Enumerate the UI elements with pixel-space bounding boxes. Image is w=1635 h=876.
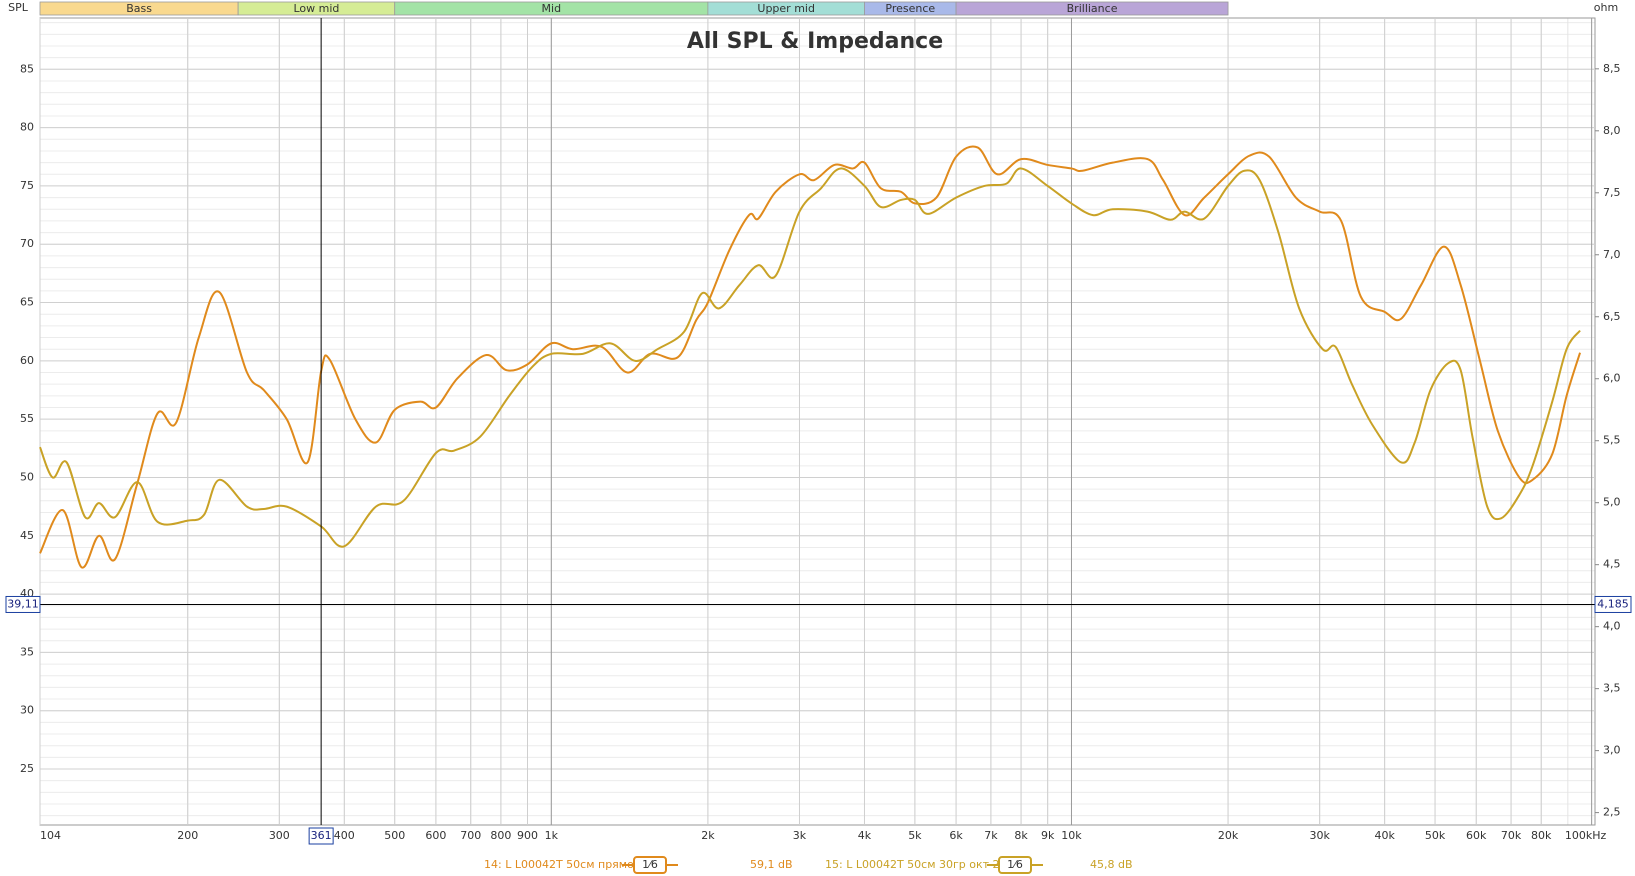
x-tick-label: 2k: [701, 829, 715, 842]
x-tick-label: 4k: [858, 829, 872, 842]
band-label: Low mid: [293, 2, 339, 15]
legend-smoothing: 1⁄6: [642, 858, 658, 871]
cursor-y2-label-box: [1594, 595, 1632, 613]
y-tick-label: 50: [20, 470, 34, 483]
y2-tick-label: 7,5: [1603, 186, 1621, 199]
y2-tick-label: 3,0: [1603, 744, 1621, 757]
x-tick-label: 200: [177, 829, 198, 842]
x-tick-label: 9k: [1041, 829, 1055, 842]
x-tick-label: 900: [517, 829, 538, 842]
band-label: Brilliance: [1067, 2, 1118, 15]
y-tick-label: 35: [20, 645, 34, 658]
y2-tick-label: 5,0: [1603, 496, 1621, 509]
band: [955, 1, 1229, 16]
x-tick-label: 40k: [1374, 829, 1395, 842]
legend-smoothing: 1⁄6: [1007, 858, 1023, 871]
x-tick-label: 80k: [1531, 829, 1552, 842]
legend-smoothing-box[interactable]: [998, 856, 1032, 874]
x-tick-label: 7k: [984, 829, 998, 842]
band-label: Presence: [885, 2, 935, 15]
y-tick-label: 60: [20, 354, 34, 367]
cursor-y-label-box: [5, 595, 41, 613]
legend-label: 14: L L00042T 50см прямо окт .: [484, 858, 664, 871]
y-tick-label: 75: [20, 179, 34, 192]
y2-tick-label: 6,5: [1603, 310, 1621, 323]
x-tick-label: 5k: [908, 829, 922, 842]
series-line: [39, 167, 1581, 548]
y-tick-label: 30: [20, 704, 34, 717]
x-tick-label: 10k: [1061, 829, 1082, 842]
x-tick-label: 600: [425, 829, 446, 842]
legend-label: 15: L L00042T 50см 30гр окт 22: [825, 858, 1007, 871]
plot-lines: [39, 145, 1582, 569]
x-tick-label: 50k: [1425, 829, 1446, 842]
y-tick-label: 80: [20, 121, 34, 134]
cursor-y2-label: 4,185: [1597, 597, 1629, 610]
x-tick-label: 500: [384, 829, 405, 842]
y-tick-label: 85: [20, 62, 34, 75]
x-tick-label: 300: [269, 829, 290, 842]
y-tick-label: 55: [20, 412, 34, 425]
cursor-x-label: 361: [311, 829, 332, 842]
x-tick-label: 3k: [793, 829, 807, 842]
overlay: 361 39,11 4,185 14: L L00042T 50см прямо ок…: [5, 18, 1632, 874]
y2-tick-label: 5,5: [1603, 434, 1621, 447]
y-tick-label: 65: [20, 296, 34, 309]
y2-tick-label: 3,5: [1603, 682, 1621, 695]
x-tick-label: 1k: [545, 829, 559, 842]
x-tick-label: 100kHz: [1565, 829, 1607, 842]
x-tick-label: 104: [40, 829, 61, 842]
band-label: Mid: [542, 2, 562, 15]
chart-title: All SPL & Impedance: [687, 29, 943, 54]
legend-smoothing-box[interactable]: [633, 856, 667, 874]
y2-tick-label: 8,5: [1603, 62, 1621, 75]
grid: 253035404550556065707580852,53,03,54,04,…: [20, 17, 1621, 842]
band-label: Upper mid: [757, 2, 815, 15]
x-tick-label: 8k: [1014, 829, 1028, 842]
cursor-x-label-box: [308, 827, 334, 845]
y2-tick-label: 4,0: [1603, 620, 1621, 633]
x-tick-label: 20k: [1218, 829, 1239, 842]
y2-axis-label: ohm: [1594, 1, 1618, 14]
legend-readout: 45,8 dB: [1090, 858, 1133, 871]
series-line: [39, 145, 1582, 569]
x-tick-label: 60k: [1466, 829, 1487, 842]
x-tick-label: 30k: [1309, 829, 1330, 842]
y2-tick-label: 2,5: [1603, 806, 1621, 819]
x-tick-label: 400: [334, 829, 355, 842]
cursor-y-label: 39,11: [7, 597, 39, 610]
y-tick-label: 25: [20, 762, 34, 775]
y2-tick-label: 7,0: [1603, 248, 1621, 261]
x-tick-label: 700: [460, 829, 481, 842]
y2-tick-label: 4,5: [1603, 558, 1621, 571]
y2-tick-label: 6,0: [1603, 372, 1621, 385]
x-tick-label: 6k: [949, 829, 963, 842]
y-tick-label: 45: [20, 529, 34, 542]
band-bar: Bass Low mid Mid Upper mid Presence Brillianc…: [39, 1, 1229, 16]
x-tick-label: 800: [490, 829, 511, 842]
y-axis-label: SPL: [8, 1, 29, 14]
y-tick-label: 70: [20, 237, 34, 250]
legend-readout: 59,1 dB: [750, 858, 793, 871]
y2-tick-label: 8,0: [1603, 124, 1621, 137]
x-tick-label: 70k: [1501, 829, 1522, 842]
band-label: Bass: [126, 2, 152, 15]
